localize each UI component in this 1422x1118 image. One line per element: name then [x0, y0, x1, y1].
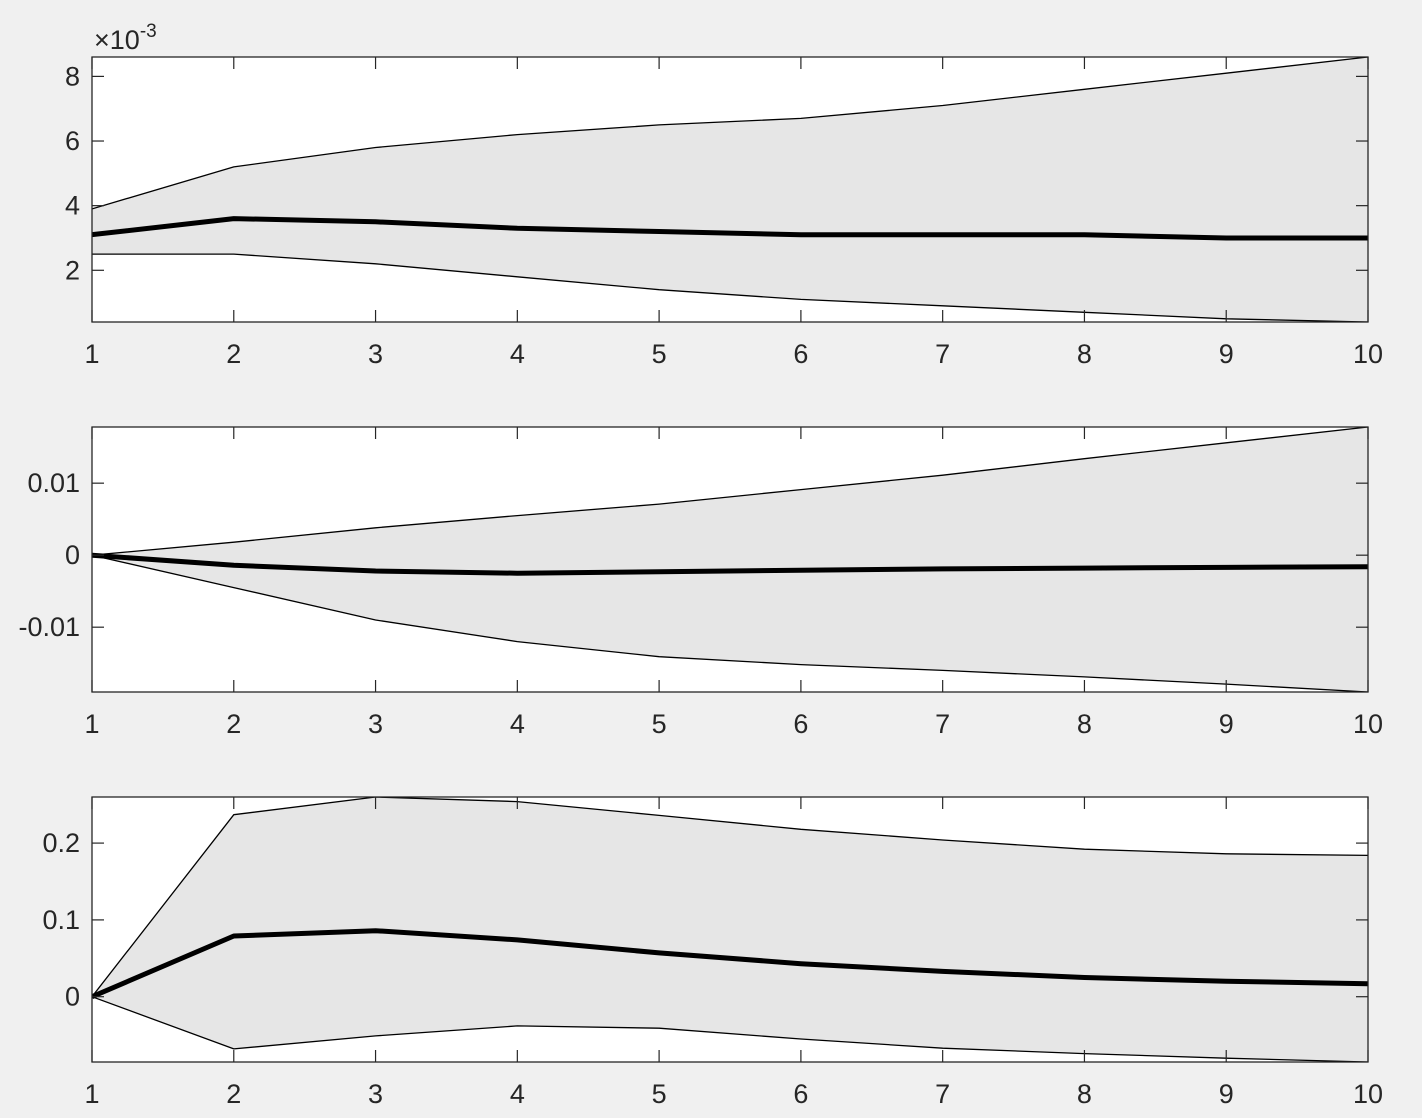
lower-bound-line — [92, 554, 1368, 692]
upper-bound-line — [92, 427, 1368, 556]
x-tick-label: 4 — [510, 1079, 525, 1109]
x-tick-label: 3 — [368, 339, 383, 369]
confidence-band — [92, 427, 1368, 692]
median-response-line — [92, 216, 1368, 241]
y-exponent-label: ×10-3 — [94, 21, 157, 55]
median-response-line — [92, 552, 1368, 576]
x-tick-label: 10 — [1353, 1079, 1383, 1109]
x-tick-label: 2 — [226, 709, 241, 739]
confidence-band — [92, 797, 1368, 1062]
x-tick-label: 2 — [226, 339, 241, 369]
y-tick-label: 0.01 — [27, 468, 80, 498]
lower-bound-line — [92, 253, 1368, 322]
lower-bound-line — [92, 996, 1368, 1062]
median-response-line — [92, 928, 1368, 999]
x-tick-label: 8 — [1077, 1079, 1092, 1109]
exponent-base: ×10 — [94, 25, 140, 55]
y-tick-label: -0.01 — [18, 612, 80, 642]
subplot-1: 1 2 3 4 5 6 7 8 9 10 2 4 6 8 ×10-3 — [65, 21, 1383, 369]
x-tick-label: 9 — [1219, 339, 1234, 369]
x-tick-label: 2 — [226, 1079, 241, 1109]
x-tick-label: 7 — [935, 1079, 950, 1109]
x-tick-label: 1 — [84, 1079, 99, 1109]
y-tick-label: 2 — [65, 255, 80, 285]
y-tick-label: 0 — [65, 540, 80, 570]
plot-content — [92, 797, 1368, 1062]
x-tick-label: 10 — [1353, 339, 1383, 369]
x-tick-label: 4 — [510, 709, 525, 739]
exponent-power: -3 — [140, 21, 157, 42]
x-tick-label: 6 — [793, 709, 808, 739]
x-tick-label: 8 — [1077, 339, 1092, 369]
x-tick-label: 1 — [84, 709, 99, 739]
x-tick-label: 1 — [84, 339, 99, 369]
x-tick-label: 7 — [935, 709, 950, 739]
x-tick-label: 9 — [1219, 1079, 1234, 1109]
x-tick-label: 9 — [1219, 709, 1234, 739]
y-tick-label: 0 — [65, 982, 80, 1012]
axes-border — [91, 426, 1369, 693]
y-tick-label: 0.2 — [42, 828, 80, 858]
x-tick-label: 4 — [510, 339, 525, 369]
confidence-band — [92, 57, 1368, 322]
y-tick-label: 8 — [65, 61, 80, 91]
x-tick-label: 3 — [368, 1079, 383, 1109]
plot-content — [92, 427, 1368, 692]
x-tick-label: 10 — [1353, 709, 1383, 739]
x-tick-label: 7 — [935, 339, 950, 369]
y-tick-label: 6 — [65, 126, 80, 156]
x-tick-label: 5 — [652, 709, 667, 739]
x-tick-label: 5 — [652, 339, 667, 369]
x-tick-label: 6 — [793, 1079, 808, 1109]
upper-bound-line — [92, 797, 1368, 998]
subplot-3: 1 2 3 4 5 6 7 8 9 10 0 0.1 0.2 — [42, 796, 1383, 1109]
y-tick-label: 4 — [65, 191, 80, 221]
x-tick-label: 5 — [652, 1079, 667, 1109]
y-tick-label: 0.1 — [42, 905, 80, 935]
plot-content — [92, 57, 1368, 322]
x-tick-label: 6 — [793, 339, 808, 369]
subplot-2: 1 2 3 4 5 6 7 8 9 10 -0.01 0 0.01 — [18, 426, 1383, 739]
upper-bound-line — [92, 57, 1368, 210]
axes-border — [91, 56, 1369, 323]
x-tick-label: 3 — [368, 709, 383, 739]
x-tick-label: 8 — [1077, 709, 1092, 739]
axes-border — [91, 796, 1369, 1063]
